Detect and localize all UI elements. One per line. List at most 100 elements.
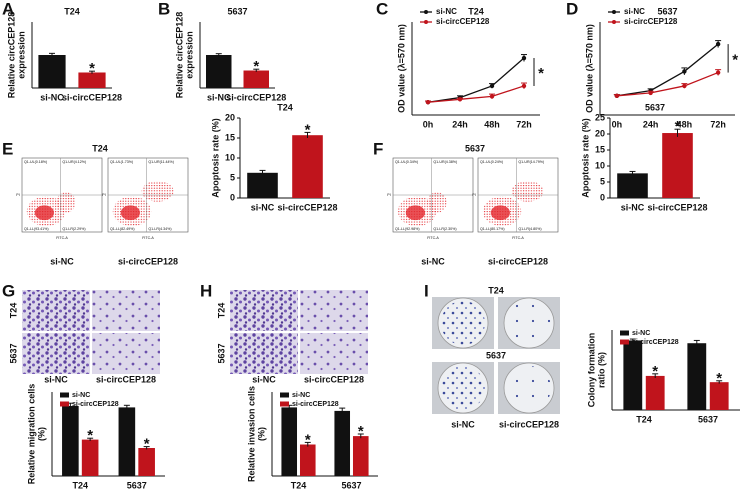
point — [521, 83, 527, 89]
chart-title: T24 — [64, 6, 80, 16]
y-tick-label: 15 — [595, 144, 605, 154]
panel-letter: E — [2, 139, 13, 158]
chart-title: T24 — [277, 102, 293, 112]
colonies — [441, 301, 485, 345]
series-line — [427, 57, 525, 103]
column-label: si-NC — [44, 374, 68, 384]
y-tick-label: 15 — [225, 132, 235, 142]
point — [682, 83, 687, 89]
bar — [206, 55, 232, 88]
bar — [299, 444, 316, 476]
annotation: * — [652, 363, 658, 380]
micrograph-cells — [92, 290, 160, 331]
bar — [247, 172, 278, 198]
flow-tail — [141, 180, 174, 202]
legend-label: si-NC — [632, 330, 650, 337]
quadrant-label: Q1-LL(92.98%) — [395, 227, 420, 231]
micrograph-cells — [22, 333, 90, 374]
micrograph-cells — [230, 333, 298, 374]
y-tick-label: 20 — [225, 112, 235, 122]
legend-label: si-circCEP128 — [624, 17, 678, 26]
x-tick-label: 24h — [643, 119, 659, 129]
y-tick-label: 5 — [600, 176, 605, 186]
x-tick-label: T24 — [72, 480, 88, 490]
x-tick-label: si-circCEP128 — [226, 92, 286, 102]
bar — [352, 436, 369, 476]
row-label: 5637 — [216, 343, 226, 363]
x-tick-label: 72h — [710, 119, 726, 129]
legend-label: si-NC — [72, 392, 90, 399]
legend-swatch — [280, 392, 289, 398]
bar — [81, 439, 99, 476]
y-axis-label: (%) — [36, 427, 46, 441]
legend-marker — [424, 10, 428, 14]
column-label: si-circCEP128 — [488, 256, 548, 266]
point — [715, 70, 721, 75]
bar — [709, 382, 729, 410]
bar — [118, 407, 136, 476]
point — [614, 93, 620, 99]
quadrant-label: Q1-LR(4.80%) — [518, 227, 541, 231]
series-line — [616, 43, 719, 97]
legend-label: si-circCEP128 — [72, 401, 119, 408]
x-tick-label: si-NC — [40, 92, 64, 102]
micrograph-cells — [230, 290, 298, 331]
y-axis-label: Relative invasion cells — [246, 386, 256, 482]
chart-title: 5637 — [227, 6, 247, 16]
y-axis-label: Apoptosis rate (%) — [580, 118, 590, 198]
x-tick-label: 0h — [423, 119, 434, 129]
y-axis-label: Apoptosis rate (%) — [210, 118, 220, 198]
quadrant-label: Q1-LL(93.41%) — [24, 227, 49, 231]
colonies — [507, 301, 551, 345]
legend-swatch — [280, 401, 289, 407]
legend-label: si-NC — [624, 7, 645, 16]
y-tick-label: 10 — [225, 152, 235, 162]
annotation: * — [305, 431, 311, 448]
point — [521, 55, 527, 61]
x-tick-label: 5637 — [341, 480, 361, 490]
legend-marker — [612, 10, 616, 14]
chart-title: T24 — [468, 6, 484, 16]
panel-letter: C — [376, 0, 388, 18]
legend-swatch — [620, 339, 629, 345]
panel-letter: G — [2, 281, 15, 300]
legend-swatch — [60, 401, 69, 407]
bar — [687, 343, 707, 410]
x-tick-label: si-circCEP128 — [277, 202, 337, 212]
micrograph-cells — [300, 290, 368, 331]
flow-y-label: PI — [16, 193, 19, 197]
legend-label: si-NC — [292, 392, 310, 399]
legend-label: si-NC — [436, 7, 457, 16]
y-tick-label: 0 — [230, 192, 235, 202]
column-label: si-NC — [421, 256, 445, 266]
quadrant-label: Q1-UR(4.12%) — [62, 160, 86, 164]
quadrant-label: Q1-LR(2.29%) — [62, 227, 85, 231]
panel-letter: H — [200, 281, 212, 300]
legend-marker — [424, 20, 428, 24]
x-tick-label: T24 — [291, 480, 307, 490]
point — [425, 100, 431, 105]
quadrant-label: Q1-UL(1.73%) — [110, 160, 133, 164]
quadrant-label: Q1-UL(0.24%) — [480, 160, 503, 164]
legend-swatch — [60, 392, 69, 398]
row-label: T24 — [216, 303, 226, 319]
x-tick-label: T24 — [636, 414, 652, 424]
column-label: si-NC — [252, 374, 276, 384]
x-tick-label: si-NC — [251, 202, 275, 212]
y-axis-label: OD value (λ=570 nm) — [396, 24, 406, 113]
flow-x-label: FITC-A — [427, 236, 439, 240]
x-tick-label: 24h — [452, 119, 468, 129]
y-axis-label: Relative circCEP128 — [6, 12, 16, 99]
legend-label: si-circCEP128 — [292, 401, 339, 408]
flow-tail — [56, 192, 76, 213]
x-tick-label: 5637 — [127, 480, 147, 490]
flow-core — [490, 205, 510, 221]
y-axis-label: Relative migration cells — [26, 384, 36, 485]
x-tick-label: si-NC — [207, 92, 231, 102]
flow-x-label: FITC-A — [512, 236, 524, 240]
y-tick-label: 25 — [595, 112, 605, 122]
annotation: * — [144, 436, 150, 453]
bar — [292, 135, 323, 198]
panel-letter: A — [2, 0, 14, 18]
micrograph-cells — [300, 333, 368, 374]
